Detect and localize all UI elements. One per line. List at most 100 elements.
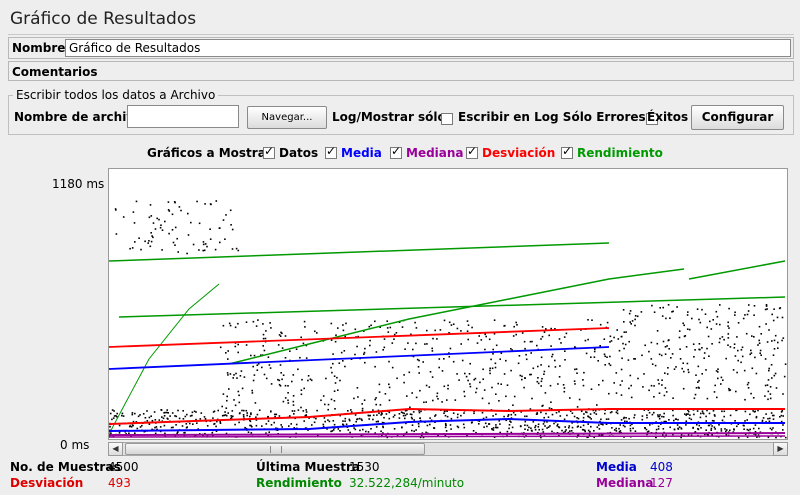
successes-checkbox[interactable]: [645, 112, 658, 125]
data-point: [587, 338, 589, 341]
data-point: [241, 387, 244, 390]
data-point: [197, 428, 199, 430]
data-point: [621, 357, 623, 360]
data-point: [544, 425, 546, 427]
data-point: [711, 343, 713, 345]
data-point: [242, 415, 245, 418]
data-point: [434, 329, 436, 332]
legend-datos[interactable]: Datos: [263, 144, 318, 160]
data-point: [167, 209, 170, 211]
data-point: [657, 414, 659, 416]
data-point: [231, 410, 234, 412]
data-point: [439, 329, 442, 331]
data-point: [630, 396, 633, 399]
data-point: [444, 426, 447, 429]
data-point: [630, 384, 632, 387]
data-point: [771, 428, 773, 431]
data-point: [245, 344, 248, 346]
data-point: [717, 371, 719, 373]
data-point: [582, 424, 585, 427]
data-point: [134, 432, 136, 434]
errors-only-checkbox[interactable]: [441, 112, 453, 125]
data-point: [625, 417, 627, 419]
data-point: [472, 430, 475, 432]
data-point: [574, 383, 576, 385]
data-point: [549, 425, 551, 427]
data-point: [121, 414, 123, 417]
data-point: [743, 369, 746, 372]
data-point: [385, 413, 388, 415]
data-point: [743, 424, 745, 427]
scroll-right-button[interactable]: ▶: [773, 442, 788, 456]
data-point: [281, 347, 284, 349]
data-point: [356, 345, 358, 348]
data-point: [622, 309, 625, 311]
data-point: [512, 335, 515, 337]
data-point: [593, 436, 595, 439]
data-point: [262, 333, 265, 336]
data-point: [643, 373, 645, 375]
data-point: [697, 386, 700, 389]
filename-input[interactable]: [127, 105, 239, 128]
data-point: [237, 322, 239, 325]
data-point: [773, 348, 776, 350]
legend-desviacion[interactable]: Desviación: [466, 144, 555, 160]
data-point: [587, 429, 590, 432]
data-point: [324, 403, 326, 406]
name-field[interactable]: Gráfico de Resultados: [65, 39, 791, 57]
data-point: [344, 335, 346, 338]
data-point: [520, 411, 522, 413]
data-point: [132, 420, 135, 423]
data-point: [315, 417, 317, 420]
data-point: [749, 413, 751, 416]
average-line: [109, 417, 785, 432]
data-point: [250, 424, 252, 427]
data-point: [698, 343, 701, 345]
data-point: [622, 424, 625, 427]
data-point: [693, 397, 696, 400]
data-point: [726, 429, 728, 431]
data-point: [295, 423, 298, 426]
data-point: [628, 417, 630, 420]
datos-checkbox[interactable]: [263, 144, 275, 159]
data-point: [510, 348, 512, 350]
legend-media[interactable]: Media: [325, 144, 382, 160]
data-point: [292, 400, 295, 403]
legend-mediana[interactable]: Mediana: [390, 144, 464, 160]
mediana-checkbox[interactable]: [390, 144, 402, 159]
data-point: [261, 366, 263, 369]
data-point: [565, 332, 568, 335]
rendimiento-checkbox[interactable]: [561, 144, 573, 159]
data-point: [282, 400, 285, 403]
configure-button[interactable]: Configurar: [691, 105, 784, 130]
data-point: [680, 436, 682, 439]
browse-button[interactable]: Navegar...: [247, 106, 327, 129]
data-point: [624, 420, 626, 423]
data-point: [737, 349, 739, 352]
data-point: [776, 316, 779, 319]
last-value: 1530: [349, 460, 380, 474]
data-point: [629, 430, 632, 432]
data-point: [678, 426, 681, 428]
legend-rendimiento[interactable]: Rendimiento: [561, 144, 663, 160]
data-point: [594, 410, 597, 412]
media-checkbox[interactable]: [325, 144, 337, 159]
chart-scrollbar[interactable]: ◀ ▶: [108, 442, 788, 456]
stat-last: Última Muestra: [256, 460, 360, 474]
data-point: [473, 378, 475, 381]
data-point: [456, 425, 459, 428]
data-point: [438, 366, 440, 369]
data-point: [681, 367, 683, 370]
data-point: [325, 377, 327, 380]
scroll-thumb[interactable]: [125, 443, 425, 455]
data-point: [542, 423, 545, 425]
data-point: [417, 366, 420, 368]
data-point: [695, 387, 698, 389]
scroll-left-button[interactable]: ◀: [108, 442, 123, 456]
data-point: [689, 414, 691, 416]
data-point: [620, 394, 623, 396]
desviacion-checkbox[interactable]: [466, 144, 478, 159]
data-point: [569, 410, 572, 412]
data-point: [782, 393, 784, 395]
data-point: [541, 326, 544, 328]
